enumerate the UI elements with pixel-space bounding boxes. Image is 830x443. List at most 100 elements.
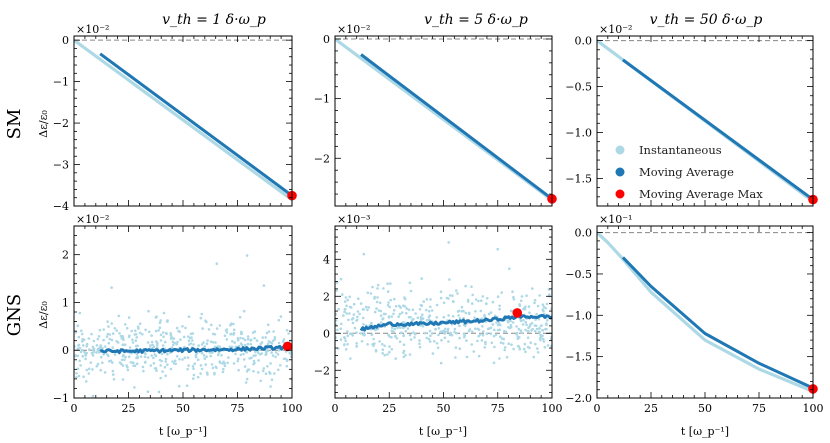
instantaneous-point: [146, 390, 150, 394]
instantaneous-point: [211, 366, 215, 370]
instantaneous-point: [447, 241, 451, 244]
instantaneous-point: [394, 304, 398, 308]
instantaneous-point: [360, 340, 364, 343]
instantaneous-point: [376, 287, 379, 290]
instantaneous-point: [371, 285, 374, 289]
instantaneous-point: [458, 347, 462, 351]
instantaneous-point: [197, 344, 200, 347]
instantaneous-point: [429, 298, 432, 301]
instantaneous-point: [81, 340, 84, 343]
instantaneous-point: [230, 345, 234, 349]
instantaneous-point: [250, 356, 253, 360]
instantaneous-point: [394, 334, 397, 338]
instantaneous-point: [165, 320, 169, 323]
instantaneous-point: [470, 285, 473, 289]
instantaneous-point: [242, 358, 246, 361]
x-tick-label-gns-3: 50: [698, 402, 712, 415]
instantaneous-point: [442, 315, 446, 319]
instantaneous-point: [282, 338, 286, 341]
instantaneous-point: [249, 342, 253, 346]
instantaneous-point: [209, 354, 212, 358]
instantaneous-point: [135, 362, 139, 366]
instantaneous-point: [536, 347, 539, 350]
instantaneous-point: [372, 344, 375, 348]
instantaneous-point: [499, 341, 503, 344]
moving-average-max-point-gns-1: [282, 341, 293, 352]
instantaneous-point: [103, 345, 107, 348]
instantaneous-point: [381, 348, 385, 352]
instantaneous-point: [447, 314, 450, 317]
instantaneous-point: [430, 309, 434, 312]
instantaneous-point: [135, 336, 138, 339]
instantaneous-point: [268, 372, 272, 375]
instantaneous-point: [458, 317, 462, 320]
instantaneous-point: [277, 318, 281, 322]
instantaneous-point: [284, 357, 287, 361]
instantaneous-point: [485, 302, 488, 306]
instantaneous-point: [261, 336, 265, 339]
instantaneous-point: [179, 338, 182, 342]
instantaneous-point: [352, 302, 356, 306]
instantaneous-point: [266, 342, 270, 346]
instantaneous-point: [355, 342, 358, 345]
instantaneous-point: [245, 351, 249, 354]
column-title-3: v_th = 50 δ·ω_p: [650, 12, 763, 28]
instantaneous-point: [542, 305, 546, 309]
moving-average-line-sm-1: [99, 52, 292, 197]
y-tick-label-gns-3: 0.0: [575, 227, 593, 240]
instantaneous-point: [159, 333, 163, 337]
y-tick-label-sm-1: −1: [53, 76, 69, 89]
instantaneous-point: [404, 353, 407, 357]
instantaneous-point: [234, 352, 237, 356]
instantaneous-point: [498, 357, 501, 360]
instantaneous-point: [508, 267, 511, 271]
instantaneous-point: [106, 332, 110, 336]
instantaneous-point: [483, 346, 487, 349]
instantaneous-point: [428, 329, 432, 333]
instantaneous-point: [239, 353, 243, 357]
instantaneous-point: [75, 372, 78, 375]
instantaneous-point: [90, 351, 94, 355]
instantaneous-point: [264, 372, 268, 376]
instantaneous-point: [243, 338, 247, 342]
instantaneous-point: [374, 348, 378, 352]
instantaneous-point: [424, 331, 427, 335]
instantaneous-point: [498, 304, 501, 308]
instantaneous-point: [246, 342, 250, 346]
instantaneous-point: [370, 321, 373, 325]
instantaneous-point: [345, 312, 348, 315]
instantaneous-point: [242, 309, 246, 313]
instantaneous-point: [533, 301, 536, 305]
instantaneous-point: [421, 324, 425, 328]
instantaneous-point: [123, 343, 127, 347]
instantaneous-point: [113, 353, 117, 356]
instantaneous-point: [492, 361, 496, 365]
instantaneous-point: [211, 341, 215, 344]
instantaneous-point: [77, 374, 81, 378]
instantaneous-point: [134, 333, 138, 336]
instantaneous-point: [99, 368, 102, 372]
legend-marker-instantaneous: [615, 145, 625, 155]
instantaneous-point: [366, 291, 370, 295]
instantaneous-point: [208, 351, 211, 354]
instantaneous-point: [503, 348, 507, 352]
instantaneous-point: [193, 362, 196, 366]
instantaneous-point: [102, 353, 105, 356]
instantaneous-point: [375, 300, 379, 304]
instantaneous-point: [344, 307, 347, 311]
instantaneous-point: [175, 355, 179, 358]
instantaneous-point: [408, 353, 412, 356]
instantaneous-point: [443, 336, 447, 340]
instantaneous-point: [399, 306, 402, 309]
instantaneous-point: [498, 323, 502, 327]
instantaneous-point: [243, 343, 247, 347]
instantaneous-point: [425, 298, 429, 301]
instantaneous-point: [225, 331, 229, 334]
instantaneous-point: [151, 343, 154, 347]
instantaneous-point: [466, 298, 470, 302]
instantaneous-point: [196, 358, 200, 362]
instantaneous-point: [429, 305, 432, 309]
instantaneous-point: [489, 332, 493, 336]
instantaneous-point: [87, 372, 91, 375]
instantaneous-point: [480, 339, 484, 342]
